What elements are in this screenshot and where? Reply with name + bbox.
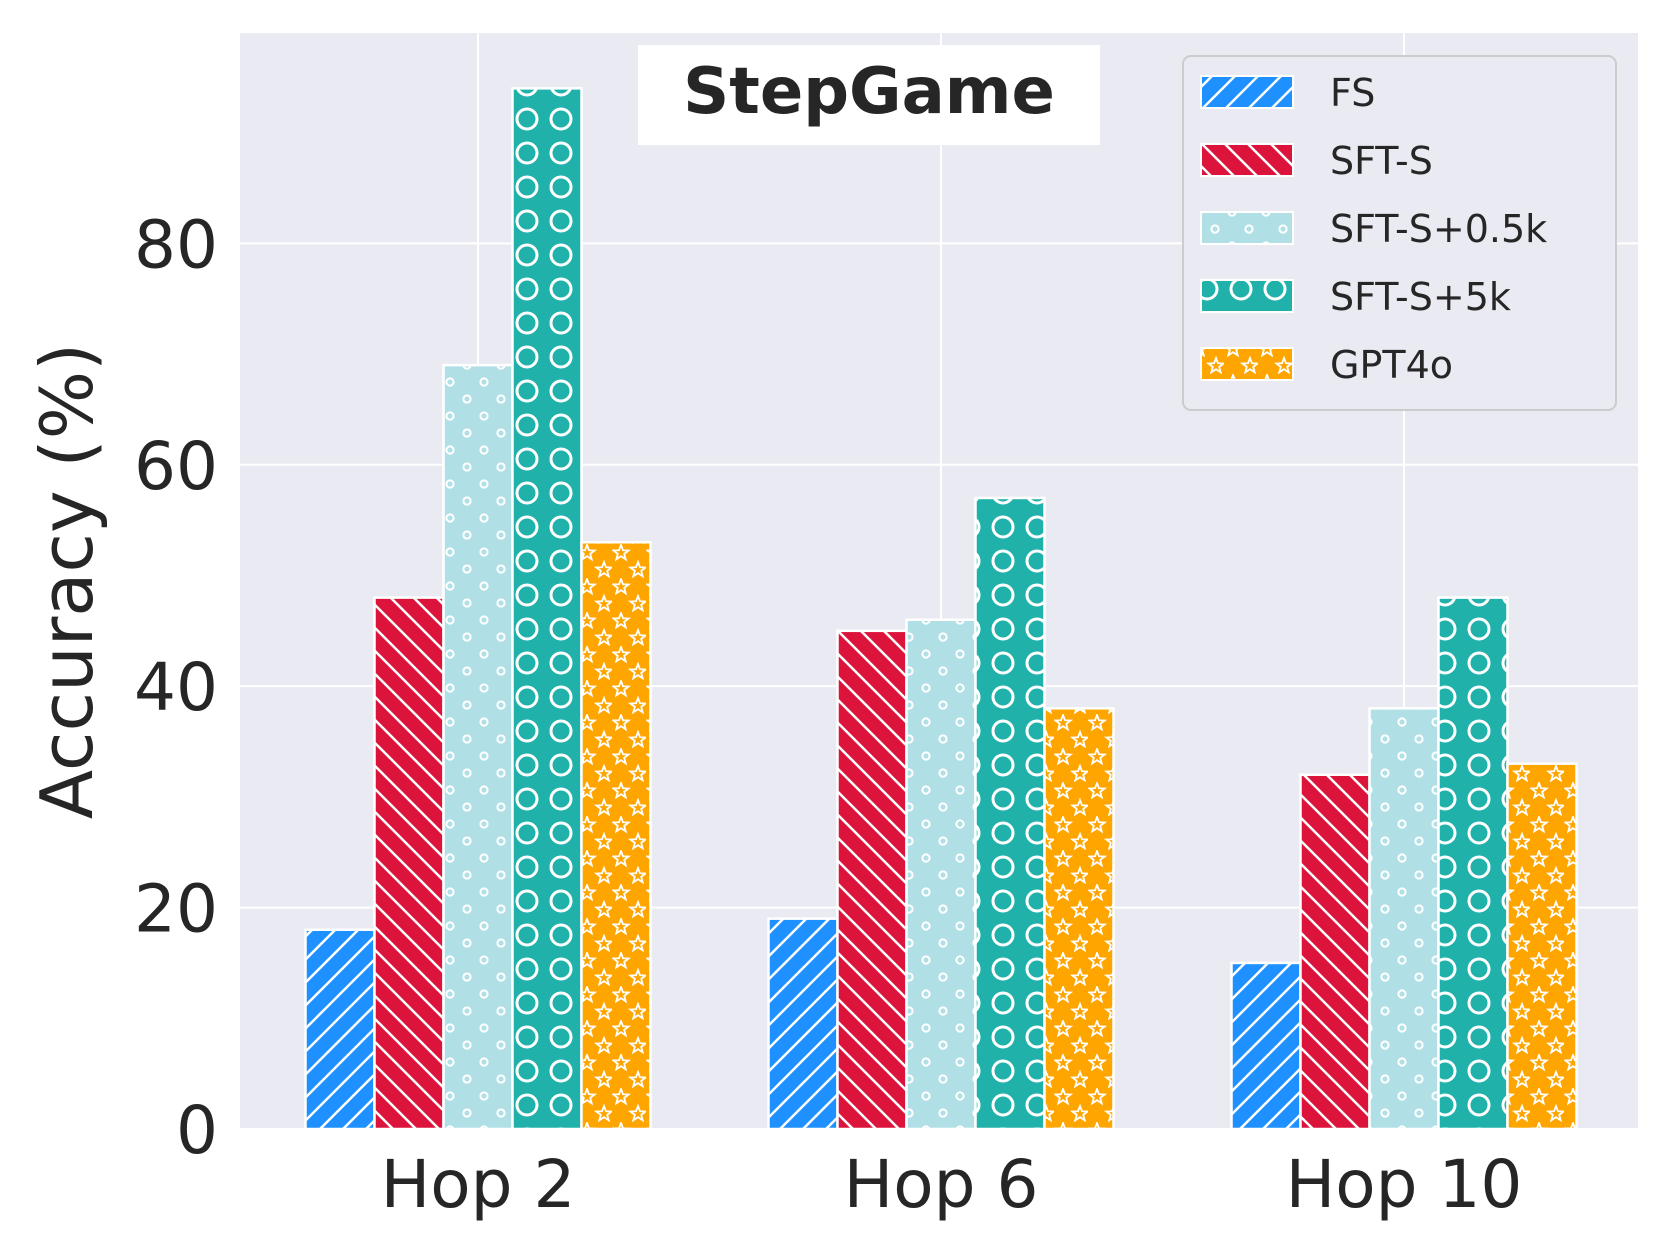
legend-swatch bbox=[1200, 211, 1294, 245]
bar bbox=[442, 363, 514, 1131]
legend-swatch bbox=[1200, 279, 1294, 313]
x-tick-label: Hop 10 bbox=[1286, 1146, 1523, 1223]
legend-label: FS bbox=[1330, 71, 1375, 115]
y-axis-title: Accuracy (%) bbox=[25, 343, 109, 819]
bar bbox=[373, 596, 445, 1131]
y-tick-label: 40 bbox=[134, 649, 218, 726]
bar bbox=[1437, 596, 1509, 1131]
legend-label: SFT-S bbox=[1330, 139, 1433, 183]
bar bbox=[974, 496, 1046, 1131]
legend-swatch bbox=[1200, 75, 1294, 109]
y-tick-label: 80 bbox=[134, 206, 218, 283]
bar bbox=[1043, 707, 1115, 1131]
x-tick-label: Hop 2 bbox=[381, 1146, 576, 1223]
bar bbox=[905, 618, 977, 1131]
y-tick-labels: 0 20 40 60 80 bbox=[134, 206, 218, 1169]
bar bbox=[767, 917, 839, 1131]
legend-label: SFT-S+5k bbox=[1330, 275, 1511, 319]
bar bbox=[1368, 707, 1440, 1131]
y-tick-label: 20 bbox=[134, 871, 218, 948]
bar bbox=[1230, 961, 1302, 1131]
bar bbox=[511, 87, 583, 1131]
bar bbox=[580, 541, 652, 1131]
bar bbox=[304, 928, 376, 1131]
x-tick-label: Hop 6 bbox=[844, 1146, 1039, 1223]
legend-swatch bbox=[1200, 143, 1294, 177]
title-box bbox=[638, 45, 1100, 145]
bars bbox=[304, 87, 1578, 1131]
legend-label: GPT4o bbox=[1330, 343, 1453, 387]
y-tick-label: 0 bbox=[176, 1092, 218, 1169]
legend: FS SFT-S SFT-S+0.5k SFT-S+5k GPT4o bbox=[1182, 55, 1617, 411]
y-tick-label: 60 bbox=[134, 428, 218, 505]
bar bbox=[1506, 762, 1578, 1131]
chart-title: StepGame bbox=[683, 55, 1055, 129]
legend-swatch bbox=[1200, 347, 1294, 381]
bar bbox=[1299, 773, 1371, 1131]
legend-label: SFT-S+0.5k bbox=[1330, 207, 1547, 251]
bar bbox=[836, 629, 908, 1131]
x-tick-labels: Hop 2 Hop 6 Hop 10 bbox=[381, 1146, 1523, 1223]
